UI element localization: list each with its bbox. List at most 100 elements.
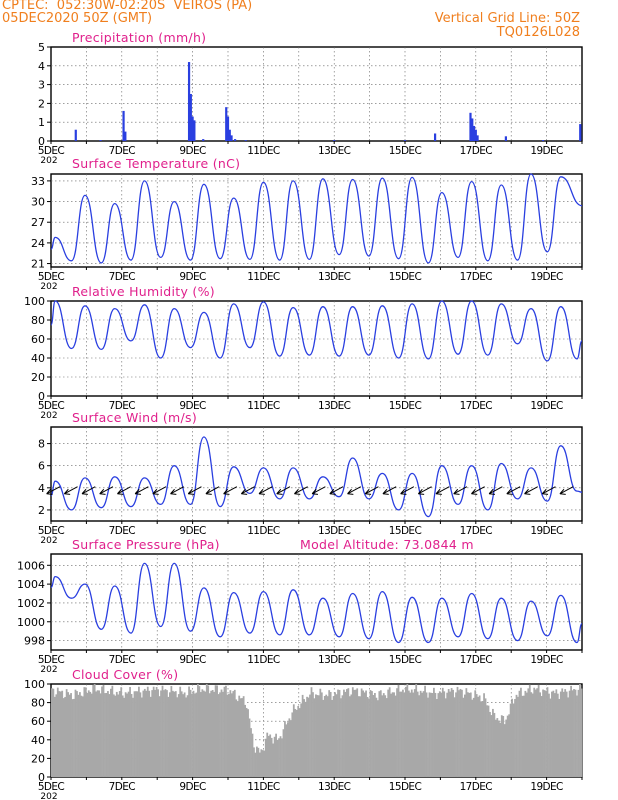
plot-frame [50,46,583,142]
cloud-bar [65,689,68,777]
cloud-bar [74,689,77,777]
wind-arrowhead [276,488,283,495]
cloud-bar [92,684,95,777]
cloud-bar [186,695,189,777]
cloud-bar [188,686,190,777]
cloud-bar [152,686,155,777]
cloud-bar [545,690,547,777]
cloud-bar [518,690,521,777]
cloud-bar [514,699,516,777]
cloud-bar [123,697,126,777]
cloud-bar [502,716,505,777]
wind-arrow [258,486,273,495]
cloud-bar [474,690,477,777]
wind-arrowhead [152,488,159,495]
wind-arrow [382,486,397,495]
cloud-bar [437,693,440,777]
cloud-bar [419,690,422,777]
y-tick-label: 1002 [17,597,45,610]
cloud-bar [298,708,301,777]
x-tick-label: 11DEC [247,271,280,283]
cloud-bar [55,694,58,777]
wind-arrow [205,486,220,495]
cloud-bar [323,695,326,777]
precip-bar [226,116,230,141]
precip-bar [191,116,194,141]
precip-bar [187,62,191,141]
cloud-bar [244,704,246,777]
cloud-bar [135,691,137,777]
cloud-bar [524,690,527,777]
cloud-bar [337,689,339,777]
cloud-bar [434,692,437,777]
cloud-bar [548,693,550,777]
cloud-bar [487,705,490,777]
cloud-bar [468,692,471,777]
x-tick-label: 15DEC [389,400,422,412]
x-tick-label: 19DEC [530,271,563,283]
plot-frame [50,426,583,522]
x-tick-label: 17DEC [460,145,493,157]
cloud-bar [160,690,162,777]
wind-arrow [365,486,379,495]
cloud-bar [229,690,232,777]
cloud-bar [142,690,145,777]
cloud-bar [183,692,186,777]
cloud-bar [407,690,410,777]
y-tick-label: 1000 [17,616,45,629]
cloud-bar [455,692,457,777]
cloud-bar [465,688,468,777]
cloud-bar [338,689,341,777]
cloud-bar [306,696,308,777]
cloud-bar [546,687,549,777]
cloud-bar [170,686,173,777]
cloud-bar [472,697,475,777]
cloud-bar [189,689,192,777]
cloud-bar [481,701,484,777]
cloud-bar [171,690,174,777]
cloud-bar [564,689,567,777]
plot-frame [50,173,583,268]
cloud-bar [329,692,332,777]
cloud-bar [310,687,313,777]
cloud-bar [254,752,257,777]
cloud-bar [53,696,56,777]
precip-bar [225,107,228,141]
wind-arrow [276,486,291,495]
cloud-bar [530,692,533,777]
cloud-bar [356,688,359,777]
y-tick-label: 80 [31,697,45,710]
cloud-bar [430,692,432,777]
cloud-bar [261,750,264,777]
x-tick-label: 13DEC [318,271,351,283]
cloud-bar [129,686,131,777]
cloud-bar [368,698,370,777]
cloud-bar [534,689,537,777]
cloud-bar [332,696,335,777]
cloud-bar [413,689,416,777]
x-tick-label: 17DEC [460,400,493,412]
wind-arrow [488,486,503,495]
cloud-bar [292,704,295,777]
cloud-bar [288,718,291,777]
cloud-bar [77,694,80,777]
cloud-bar [376,700,379,777]
wind-arrowhead [506,488,513,495]
cloud-bar [258,752,261,777]
cloud-bar [104,693,106,777]
cloud-bar [260,749,263,777]
cloud-bar [101,686,103,777]
cloud-bar [357,696,360,777]
wind-arrow [64,486,78,495]
cloud-bar [208,693,211,777]
plot-frame [50,553,583,651]
cloud-bar [279,736,282,777]
cloud-bar [81,696,84,777]
y-tick-label: 998 [24,635,45,648]
x-tick-label: 19DEC [530,654,563,666]
x-tick-label: 11DEC [247,145,280,157]
wind-arrowhead [117,488,124,495]
cloud-bar [236,701,239,777]
cloud-bar [204,691,207,777]
panel-title: Surface Pressure (hPa) [72,537,220,552]
